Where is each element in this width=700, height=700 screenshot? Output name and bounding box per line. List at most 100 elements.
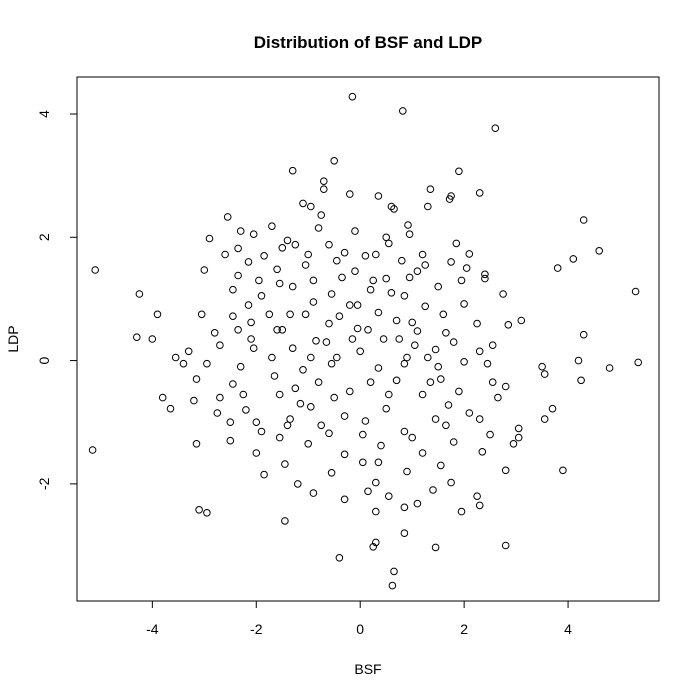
scatter-point bbox=[213, 409, 222, 417]
scatter-point bbox=[429, 486, 437, 494]
scatter-point bbox=[327, 359, 336, 368]
x-tick-label: 2 bbox=[460, 621, 468, 637]
scatter-point bbox=[374, 364, 383, 372]
scatter-point bbox=[372, 250, 380, 259]
scatter-point bbox=[242, 406, 250, 414]
scatter-point bbox=[346, 387, 354, 396]
scatter-point bbox=[457, 507, 466, 516]
scatter-point bbox=[501, 382, 510, 391]
scatter-point bbox=[356, 347, 365, 356]
x-tick-label: -2 bbox=[250, 621, 263, 637]
scatter-point bbox=[317, 421, 326, 430]
scatter-point bbox=[574, 356, 583, 365]
scatter-point bbox=[385, 239, 393, 248]
scatter-point bbox=[437, 461, 445, 470]
scatter-point bbox=[236, 362, 245, 371]
scatter-point bbox=[421, 302, 430, 311]
scatter-point bbox=[234, 326, 242, 334]
scatter-point bbox=[390, 205, 398, 213]
scatter-point bbox=[268, 353, 276, 362]
scatter-point bbox=[439, 310, 448, 319]
scatter-point bbox=[327, 290, 336, 298]
scatter-point bbox=[314, 224, 323, 232]
scatter-point bbox=[190, 396, 198, 405]
scatter-point bbox=[197, 310, 206, 319]
scatter-point bbox=[192, 440, 201, 448]
scatter-point bbox=[210, 329, 219, 337]
scatter-point bbox=[418, 250, 427, 259]
scatter-point bbox=[403, 467, 411, 476]
scatter-point bbox=[335, 312, 344, 321]
scatter-point bbox=[216, 341, 224, 350]
data-points bbox=[88, 92, 643, 590]
scatter-point bbox=[540, 370, 549, 378]
x-axis: -4 -2 0 2 4 bbox=[146, 600, 572, 637]
scatter-point bbox=[229, 285, 237, 294]
scatter-point bbox=[299, 366, 307, 374]
scatter-point bbox=[309, 489, 318, 497]
scatter-point bbox=[203, 359, 211, 368]
scatter-point bbox=[226, 436, 235, 445]
scatter-point bbox=[408, 433, 417, 442]
x-tick-label: 4 bbox=[564, 621, 572, 637]
scatter-point bbox=[335, 554, 344, 562]
scatter-point bbox=[385, 492, 393, 501]
scatter-point bbox=[223, 213, 232, 221]
scatter-point bbox=[153, 310, 162, 319]
plot-frame bbox=[76, 76, 660, 602]
scatter-point bbox=[247, 335, 255, 343]
scatter-point bbox=[236, 227, 245, 235]
scatter-point bbox=[481, 274, 489, 283]
scatter-point bbox=[91, 266, 99, 274]
scatter-point bbox=[372, 538, 380, 547]
scatter-point bbox=[473, 492, 481, 501]
scatter-point bbox=[437, 375, 445, 383]
scatter-point bbox=[418, 390, 427, 399]
scatter-point bbox=[286, 415, 294, 423]
scatter-point bbox=[133, 333, 141, 342]
scatter-point bbox=[307, 353, 315, 362]
scatter-point bbox=[377, 441, 385, 450]
scatter-point bbox=[509, 440, 518, 448]
scatter-point bbox=[488, 341, 497, 350]
scatter-point bbox=[338, 273, 346, 282]
scatter-point bbox=[353, 301, 362, 309]
scatter-point bbox=[486, 430, 494, 439]
scatter-point bbox=[314, 378, 323, 387]
scatter-point bbox=[351, 267, 359, 276]
scatter-point bbox=[229, 312, 237, 321]
scatter-point bbox=[569, 255, 578, 263]
scatter-point bbox=[309, 298, 318, 306]
scatter-point bbox=[247, 318, 255, 327]
scatter-point bbox=[275, 390, 284, 399]
scatter-point bbox=[249, 344, 258, 353]
scatter-point bbox=[252, 449, 261, 457]
scatter-point bbox=[475, 415, 484, 423]
scatter-point bbox=[504, 321, 513, 329]
scatter-point bbox=[553, 264, 562, 272]
scatter-point bbox=[364, 487, 372, 496]
scatter-point bbox=[340, 450, 349, 459]
scatter-point bbox=[538, 362, 546, 371]
scatter-point bbox=[275, 279, 284, 288]
scatter-point bbox=[382, 274, 391, 283]
scatter-point bbox=[257, 292, 266, 300]
scatter-point bbox=[372, 478, 380, 487]
scatter-point bbox=[88, 446, 97, 454]
scatter-point bbox=[325, 319, 333, 328]
scatter-point bbox=[372, 507, 380, 516]
scatter-point bbox=[382, 233, 391, 242]
scatter-point bbox=[421, 261, 430, 269]
scatter-point bbox=[359, 458, 367, 467]
scatter-point bbox=[392, 376, 401, 385]
scatter-point bbox=[299, 199, 307, 208]
scatter-point bbox=[273, 265, 281, 274]
scatter-point bbox=[431, 543, 440, 552]
scatter-point bbox=[374, 308, 383, 317]
scatter-point bbox=[268, 222, 276, 230]
scatter-point bbox=[244, 301, 253, 309]
scatter-point bbox=[478, 448, 487, 456]
scatter-point bbox=[605, 364, 614, 372]
scatter-point bbox=[166, 404, 175, 413]
scatter-point bbox=[265, 310, 274, 319]
